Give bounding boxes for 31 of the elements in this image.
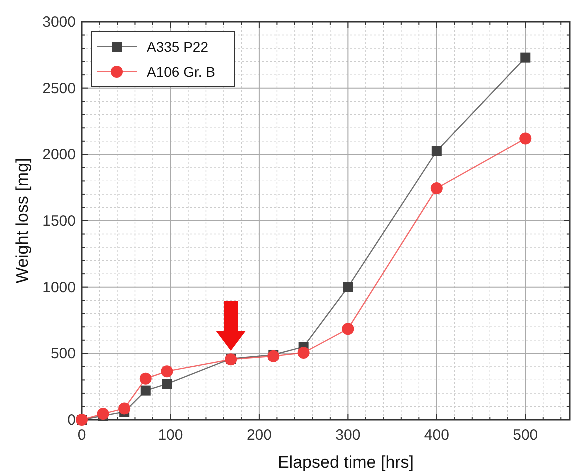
point <box>430 182 443 194</box>
point <box>162 379 172 390</box>
y-tick-label: 1000 <box>42 279 76 296</box>
y-tick-label: 2500 <box>42 80 76 98</box>
point <box>343 282 354 292</box>
y-axis-title: Weight loss [mg] <box>13 158 32 284</box>
y-tick-label: 500 <box>50 346 76 363</box>
point <box>140 386 151 396</box>
x-tick-label: 100 <box>158 427 184 444</box>
x-tick-label: 0 <box>78 427 86 444</box>
point <box>520 52 531 63</box>
point <box>97 408 110 420</box>
y-tick-label: 2000 <box>42 146 76 164</box>
y-tick-label: 1500 <box>42 213 76 230</box>
legend-label: A335 P22 <box>147 39 209 55</box>
point <box>161 366 174 378</box>
x-tick-label: 200 <box>246 427 272 444</box>
legend-label: A106 Gr. B <box>147 64 216 80</box>
point <box>520 132 532 145</box>
x-tick-label: 300 <box>336 427 361 444</box>
point <box>298 347 310 360</box>
x-tick-label: 400 <box>424 427 450 444</box>
x-axis-title: Elapsed time [hrs] <box>278 453 414 472</box>
point <box>432 146 442 156</box>
point <box>268 350 280 362</box>
y-tick-label: 3000 <box>42 14 76 31</box>
point <box>342 323 354 336</box>
point <box>140 372 152 385</box>
x-tick-label: 500 <box>513 427 538 444</box>
y-tick-label: 0 <box>68 412 76 429</box>
point <box>118 402 131 415</box>
